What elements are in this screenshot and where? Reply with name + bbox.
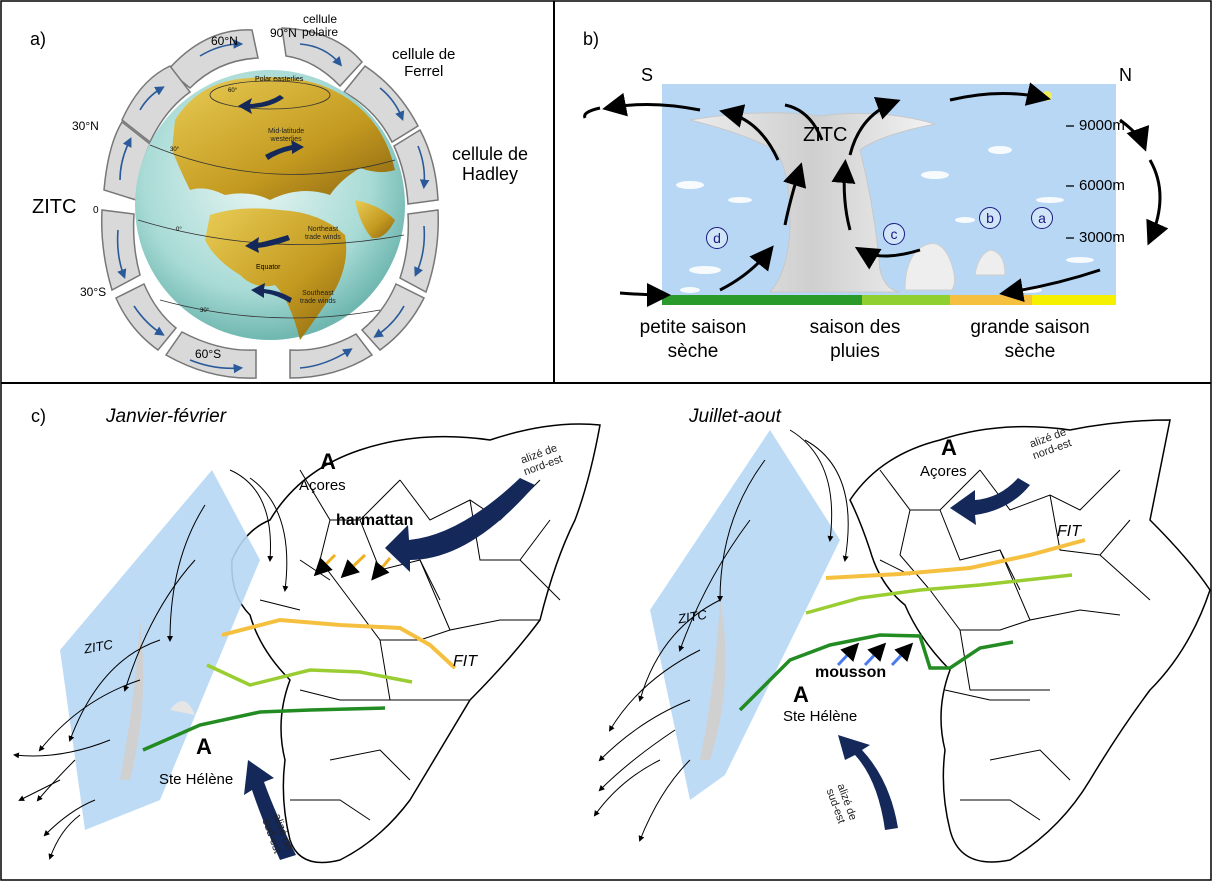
wind-arrow-se-right [838, 735, 898, 830]
altitude-9000: 9000m [1079, 117, 1125, 134]
globe-equator: Equator [256, 264, 281, 271]
ground-yellow [1032, 295, 1116, 305]
high-ste-helene-right: A [793, 682, 809, 707]
cellule-ferrel-label: cellule de Ferrel [392, 46, 456, 80]
harmattan-arrows [313, 553, 392, 581]
globe-deg-30: 30° [170, 147, 180, 153]
marker-a: a [1031, 207, 1053, 229]
high-ste-helene-left: A [196, 734, 212, 759]
cumulus-cloud-1 [904, 243, 956, 291]
acores-label-right: Açores [920, 463, 967, 480]
panel-b-section [583, 82, 1169, 307]
panel-b-letter: b) [583, 29, 600, 49]
altitude-3000: 3000m [1079, 229, 1125, 246]
zitc-label-a: ZITC [32, 196, 77, 218]
globe-polar-easterlies: Polar easterlies [255, 76, 304, 83]
hadley-cell-right-s [399, 209, 439, 294]
sky-plane-right [650, 430, 840, 800]
season-grande-seche: grande saison sèche [970, 317, 1090, 362]
globe-deg-0: 0° [176, 227, 182, 233]
hadley-cell-left-s [100, 209, 141, 292]
ferrel-cell-left-top [121, 65, 192, 144]
high-acores-right: A [941, 435, 957, 460]
panel-a-globe [100, 27, 439, 379]
fit-line-left [221, 617, 457, 670]
title-janvier-fevrier: Janvier-février [106, 406, 227, 427]
cellule-hadley-label: cellule de Hadley [452, 144, 529, 184]
circulation-loops-left [13, 469, 289, 860]
marker-d: d [706, 227, 728, 249]
lightgreen-line-right [805, 573, 1073, 615]
season-petite-seche: petite saison sèche [639, 317, 747, 362]
harmattan-label: harmattan [336, 512, 414, 529]
globe-deg-30s: 30° [200, 308, 210, 314]
panel-c-right-map [593, 419, 1211, 863]
fit-label-right: FIT [1057, 523, 1081, 540]
globe-land-eurasia [172, 76, 395, 200]
ste-helene-label-right: Ste Hélène [783, 708, 858, 725]
cumulus-cloud-2 [974, 249, 1006, 276]
south-label: S [641, 65, 654, 85]
globe-se-trade: Southeast trade winds [300, 290, 336, 305]
globe-ne-trade: Northeast trade winds [305, 226, 341, 241]
lat-30s-label: 30°S [80, 285, 107, 299]
ground-lightgreen [862, 295, 950, 305]
lat-90n-label: 90°N [270, 26, 297, 40]
cellule-polaire-label: cellule polaire [302, 12, 339, 40]
circulation-loops-right [593, 429, 849, 842]
mousson-label: mousson [815, 664, 887, 681]
marker-b: b [979, 207, 1001, 229]
ground-orange [950, 295, 1032, 305]
circulation-arrows [583, 82, 1169, 307]
ferrel-cell-left-s [115, 282, 178, 352]
lat-60s-label: 60°S [195, 347, 222, 361]
ground-green [662, 295, 862, 305]
marker-c: c [883, 223, 905, 245]
zitc-cloud-left [120, 620, 144, 780]
zitc-label-b: ZITC [803, 124, 848, 146]
polar-cell-right [281, 27, 363, 88]
fit-label-left: FIT [453, 653, 477, 670]
mousson-arrows [836, 642, 914, 667]
africa-outline-left [231, 423, 601, 864]
lightgreen-line-left [206, 663, 413, 687]
wind-arrow-se-left [244, 760, 296, 860]
lat-0-label: 0 [93, 205, 99, 216]
high-acores-left: A [320, 449, 336, 474]
wind-arrow-ne-left [385, 478, 535, 572]
wind-arrow-ne-right [950, 478, 1030, 525]
country-borders-left [259, 469, 561, 821]
green-line-right [738, 633, 1014, 712]
globe-wind-arrows [238, 95, 304, 303]
green-line-left [142, 706, 386, 752]
north-label: N [1119, 65, 1132, 85]
sun-icon [1042, 91, 1052, 101]
fit-line-right [825, 538, 1086, 580]
zitc-cloud-right [700, 600, 726, 760]
cell-arrows [116, 39, 430, 374]
ferrel-cell-right-top [342, 64, 419, 144]
globe-latitudes [137, 80, 405, 319]
lat-30n-label: 30°N [72, 119, 99, 133]
title-juillet-aout: Juillet-aout [689, 406, 781, 427]
panel-c-letter: c) [31, 406, 46, 426]
panel-c-left-map [13, 423, 601, 864]
altitude-6000: 6000m [1079, 177, 1125, 194]
globe-midlat-westerlies: Mid-latitude westerlies [268, 128, 305, 143]
panel-a-letter: a) [30, 29, 47, 49]
globe-deg-60: 60° [228, 88, 238, 94]
polar-cell-right-s [289, 333, 374, 379]
acores-label-left: Açores [299, 477, 346, 494]
altitude-ticks [1066, 125, 1074, 239]
season-pluies: saison des pluies [809, 317, 901, 362]
ste-helene-label-left: Ste Hélène [159, 771, 234, 788]
country-borders-right [879, 469, 1151, 821]
lat-60n-label: 60°N [211, 34, 238, 48]
africa-outline-right [849, 419, 1211, 863]
